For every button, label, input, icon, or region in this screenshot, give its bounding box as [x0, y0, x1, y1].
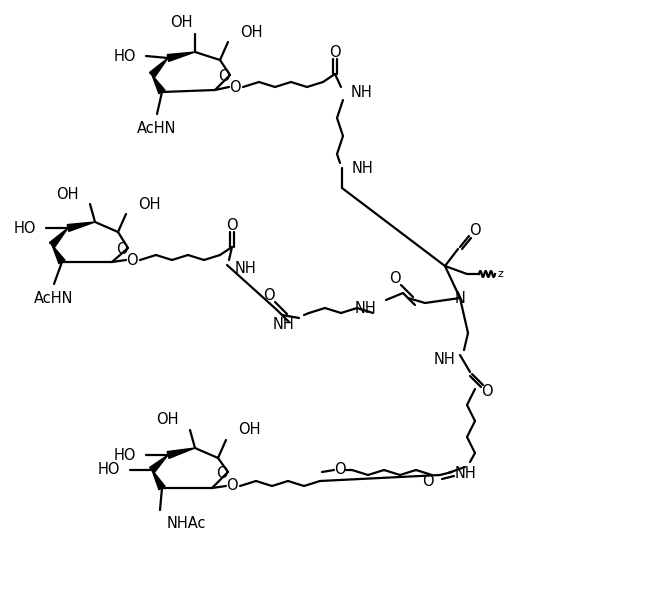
Text: O: O [218, 68, 230, 83]
Text: NH: NH [433, 352, 455, 367]
Polygon shape [50, 228, 68, 248]
Text: HO: HO [114, 447, 136, 462]
Text: NH: NH [351, 84, 373, 99]
Polygon shape [150, 58, 168, 77]
Polygon shape [67, 222, 95, 231]
Polygon shape [167, 52, 195, 61]
Text: O: O [229, 80, 241, 95]
Text: O: O [226, 478, 238, 493]
Text: AcHN: AcHN [34, 290, 74, 305]
Polygon shape [152, 470, 165, 490]
Polygon shape [150, 455, 168, 472]
Text: HO: HO [97, 462, 120, 478]
Text: O: O [329, 45, 341, 60]
Text: O: O [481, 384, 493, 399]
Text: OH: OH [56, 186, 79, 202]
Text: NH: NH [235, 261, 257, 275]
Text: OH: OH [156, 412, 179, 427]
Text: O: O [389, 271, 401, 286]
Text: N: N [455, 290, 466, 305]
Text: NHAc: NHAc [167, 516, 207, 531]
Text: HO: HO [114, 49, 136, 64]
Text: O: O [126, 252, 138, 268]
Text: OH: OH [171, 14, 193, 30]
Text: AcHN: AcHN [137, 121, 177, 136]
Text: NH: NH [272, 317, 294, 331]
Text: NH: NH [454, 465, 476, 481]
Text: O: O [116, 242, 128, 256]
Polygon shape [167, 448, 195, 458]
Text: O: O [216, 466, 228, 481]
Text: OH: OH [238, 422, 260, 437]
Text: NH: NH [352, 161, 373, 176]
Text: z: z [497, 269, 503, 279]
Text: HO: HO [14, 221, 36, 236]
Text: OH: OH [138, 196, 160, 211]
Text: OH: OH [240, 24, 262, 39]
Text: O: O [263, 287, 275, 302]
Text: NH: NH [354, 300, 376, 315]
Text: O: O [469, 223, 481, 237]
Text: O: O [422, 474, 434, 488]
Text: O: O [334, 462, 346, 478]
Polygon shape [52, 245, 65, 264]
Polygon shape [152, 75, 165, 94]
Text: O: O [226, 218, 238, 233]
